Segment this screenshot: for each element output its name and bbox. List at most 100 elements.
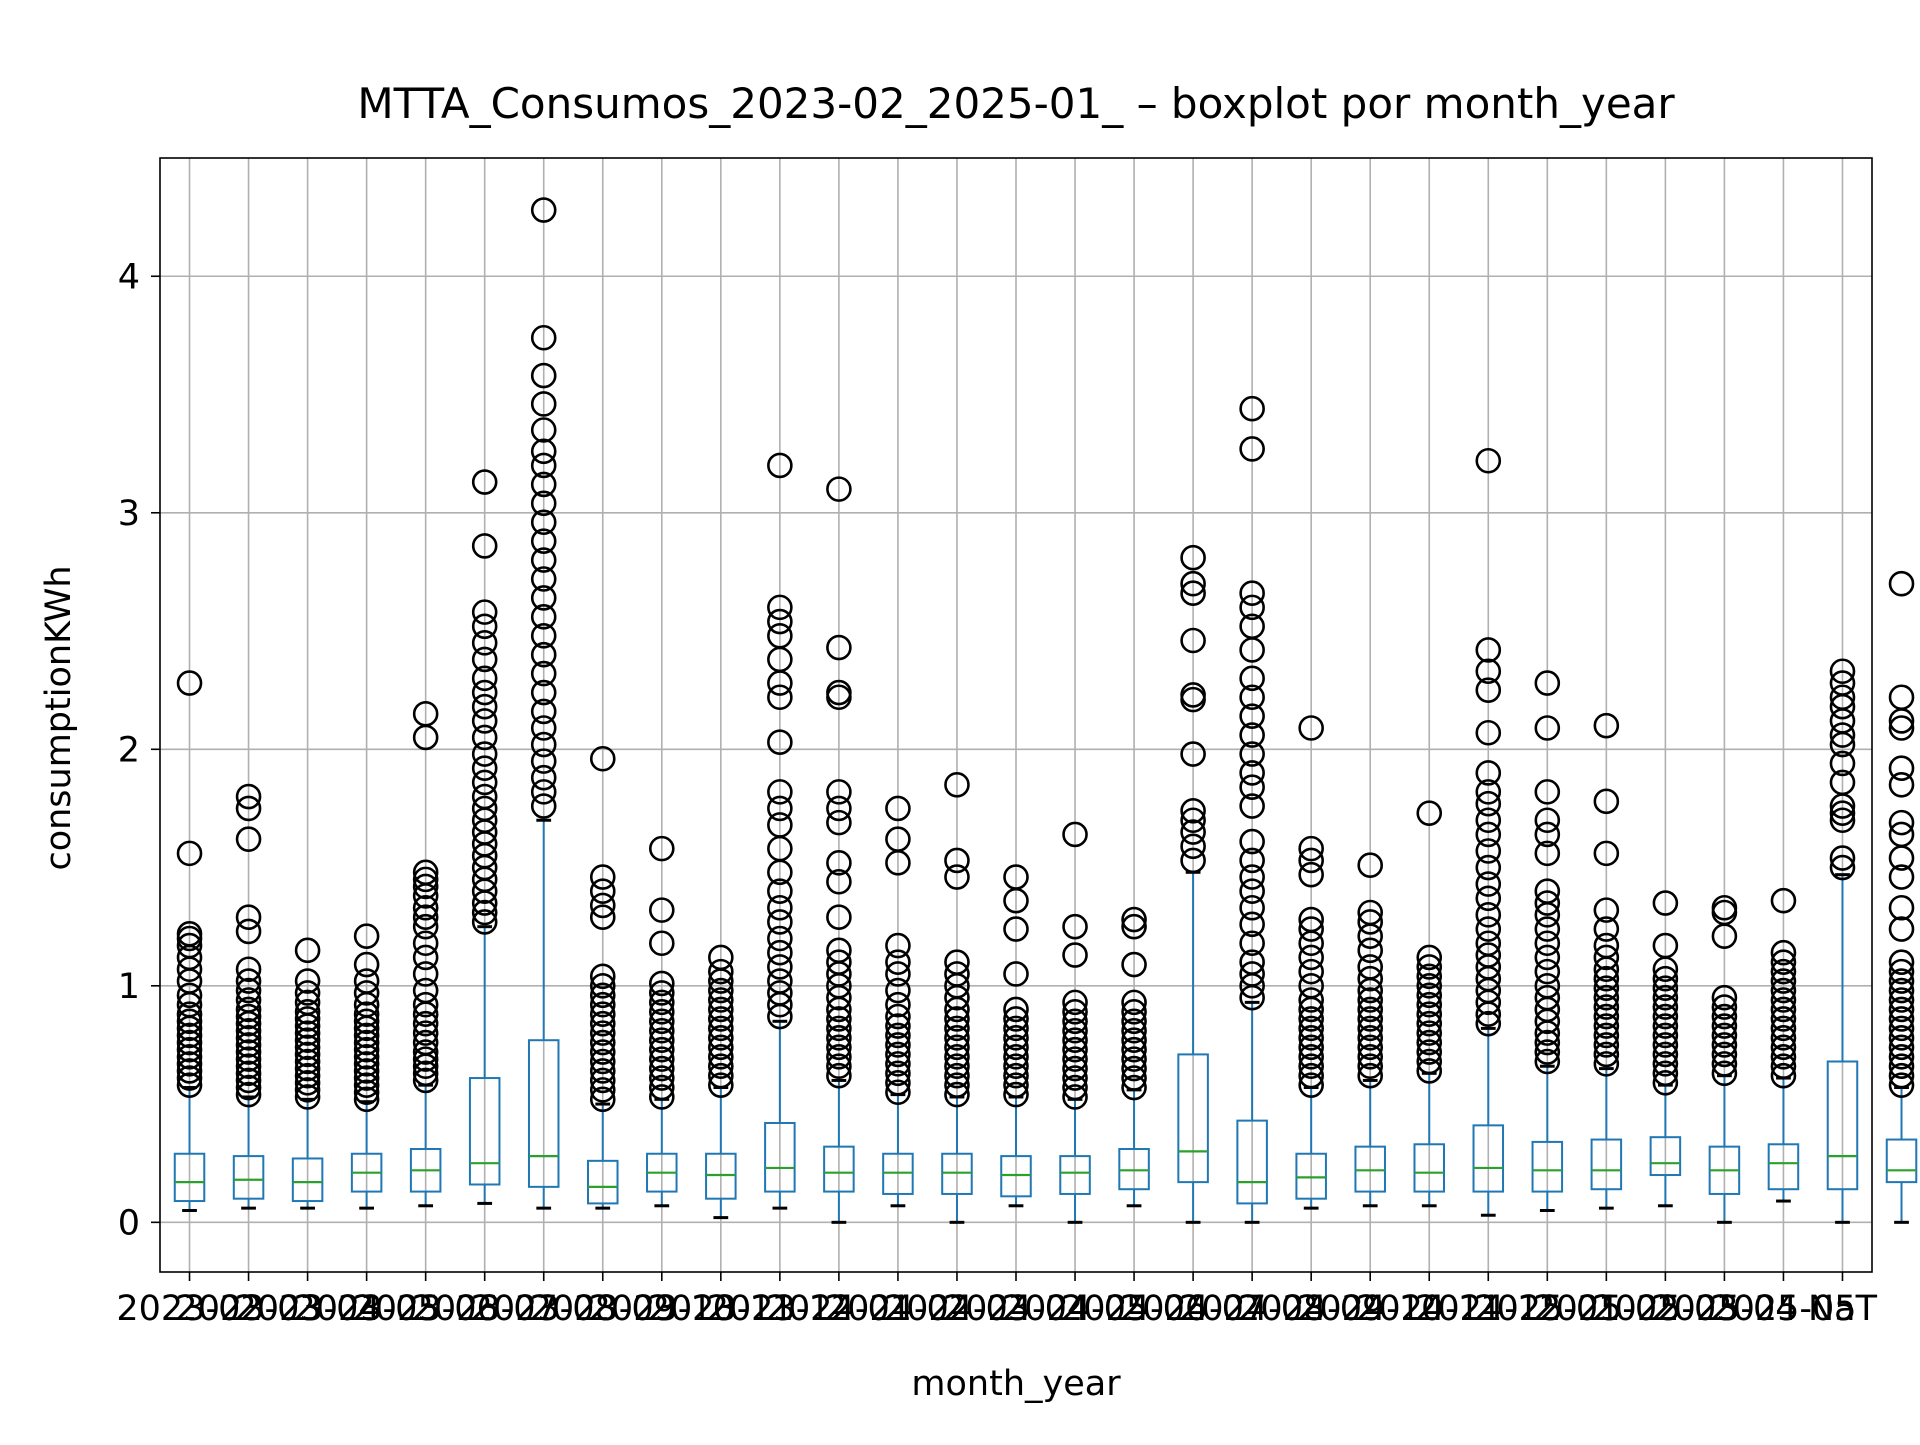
outlier-point: [885, 961, 911, 987]
outlier-point: [648, 1036, 675, 1063]
outlier-point: [294, 999, 321, 1025]
outlier-point: [1652, 975, 1679, 1001]
outlier-point: [1475, 719, 1502, 746]
outlier-point: [1652, 1051, 1679, 1077]
outlier-point: [1475, 885, 1502, 912]
outlier-point: [767, 980, 793, 1006]
iqr-box: [1590, 1138, 1623, 1191]
outlier-point: [294, 989, 321, 1016]
outlier-point: [471, 693, 498, 720]
outlier-point: [1475, 871, 1502, 897]
outlier-point: [176, 932, 203, 959]
outlier-point: [1593, 1003, 1620, 1030]
outlier-point: [1062, 1084, 1088, 1110]
outlier-point: [648, 1017, 675, 1044]
outlier-point: [1298, 1043, 1324, 1070]
x-tick-label: 2024-06: [1061, 1289, 1207, 1329]
outlier-point: [826, 1043, 852, 1070]
outlier-point: [1711, 994, 1738, 1020]
outlier-point: [1534, 958, 1561, 985]
outlier-point: [885, 1051, 911, 1077]
outlier-point: [412, 1039, 439, 1065]
outlier-point: [1298, 847, 1324, 874]
outlier-point: [1888, 570, 1915, 597]
box-group: [527, 197, 560, 1210]
outlier-point: [767, 925, 793, 952]
outlier-point: [1829, 750, 1856, 777]
outlier-point: [1357, 1043, 1384, 1070]
outlier-point: [1416, 1020, 1443, 1046]
outlier-point: [471, 741, 498, 767]
outlier-point: [1298, 944, 1324, 971]
outlier-point: [1652, 965, 1679, 992]
outlier-point: [708, 1034, 734, 1061]
outlier-point: [235, 977, 262, 1004]
outlier-point: [885, 1079, 911, 1106]
box-group: [1531, 670, 1564, 1213]
box-group: [1472, 447, 1505, 1217]
outlier-point: [235, 987, 262, 1013]
outlier-point: [530, 490, 557, 517]
outlier-point: [412, 701, 439, 727]
outlier-point: [1475, 779, 1502, 805]
outlier-point: [944, 949, 970, 975]
outlier-point: [885, 991, 911, 1018]
y-axis-label: consumptionKWh: [39, 565, 79, 870]
outlier-point: [1298, 1015, 1324, 1042]
outlier-point: [944, 1043, 970, 1070]
outlier-point: [1180, 807, 1206, 834]
outlier-point: [1239, 722, 1265, 748]
outlier-point: [530, 715, 557, 741]
outlier-point: [353, 1086, 380, 1113]
x-tick-label: 2024-01: [766, 1289, 912, 1329]
outlier-point: [353, 1072, 380, 1098]
x-tick-label: 2024-11: [1356, 1289, 1502, 1329]
outlier-point: [1888, 1062, 1915, 1089]
outlier-point: [235, 1032, 262, 1058]
outlier-point: [944, 847, 970, 874]
outlier-point: [530, 452, 557, 479]
outlier-point: [1062, 1027, 1088, 1054]
outlier-point: [589, 1067, 616, 1094]
outlier-point: [176, 1001, 203, 1027]
outlier-point: [1239, 793, 1265, 819]
outlier-point: [1534, 840, 1561, 867]
outlier-point: [1416, 1029, 1443, 1056]
outlier-point: [1593, 1051, 1620, 1077]
outlier-point: [176, 1065, 203, 1091]
box-group: [1590, 712, 1623, 1210]
outlier-point: [1003, 1015, 1029, 1042]
outlier-point: [1652, 984, 1679, 1011]
outlier-point: [353, 1029, 380, 1056]
outlier-point: [648, 1074, 675, 1101]
x-tick-label: 2024-03: [884, 1289, 1030, 1329]
box-group: [1236, 395, 1268, 1224]
outlier-point: [1121, 1055, 1147, 1082]
outlier-point: [235, 1046, 262, 1072]
outlier-point: [1062, 1036, 1088, 1063]
outlier-point: [1062, 1055, 1088, 1082]
outlier-point: [1534, 1039, 1561, 1065]
outlier-point: [1416, 1001, 1443, 1027]
outlier-point: [1475, 658, 1502, 685]
outlier-point: [1652, 890, 1679, 916]
outlier-point: [353, 1065, 380, 1091]
outlier-point: [471, 646, 498, 673]
outlier-point: [530, 793, 557, 819]
box-group: [1767, 887, 1800, 1203]
outlier-point: [176, 1043, 203, 1070]
outlier-point: [648, 1046, 675, 1072]
box-group: [1649, 890, 1682, 1208]
outlier-point: [767, 684, 793, 711]
outlier-point: [1003, 1006, 1029, 1032]
outlier-point: [826, 809, 852, 836]
outlier-point: [1888, 894, 1915, 921]
iqr-box: [1413, 1143, 1446, 1193]
outlier-point: [1357, 1006, 1384, 1032]
outlier-point: [1121, 1027, 1147, 1054]
outlier-point: [294, 1041, 321, 1068]
outlier-point: [944, 961, 970, 987]
outlier-point: [1298, 973, 1324, 999]
outlier-point: [530, 324, 557, 351]
